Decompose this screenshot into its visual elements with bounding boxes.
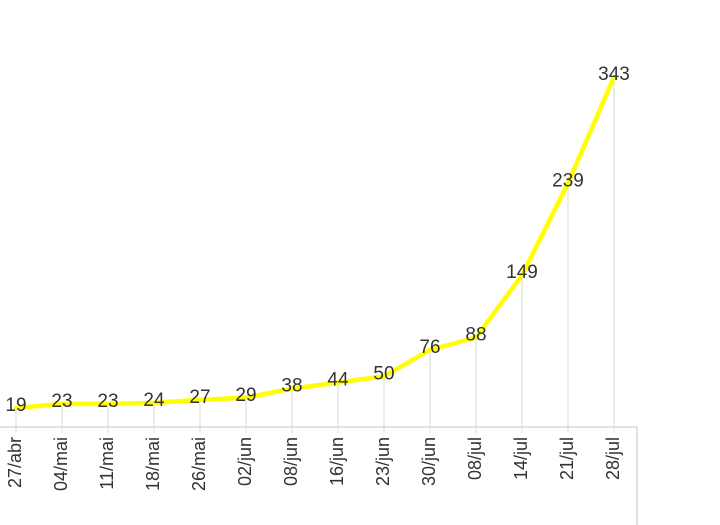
x-tick-label: 27/abr (5, 437, 25, 488)
data-label: 88 (465, 325, 486, 346)
data-label: 343 (598, 64, 630, 85)
data-label: 76 (419, 337, 440, 358)
x-tick-label: 30/jun (419, 437, 439, 486)
data-label: 239 (552, 170, 584, 191)
data-label: 24 (143, 390, 165, 411)
x-tick-label: 26/mai (189, 437, 209, 491)
x-tick-label: 08/jun (281, 437, 301, 486)
x-axis-ticks (15, 427, 615, 433)
data-label: 23 (97, 391, 118, 412)
data-label: 29 (235, 385, 256, 406)
x-tick-label: 18/mai (143, 437, 163, 491)
data-label: 50 (373, 363, 394, 384)
drop-lines (15, 77, 615, 427)
data-label: 44 (327, 369, 349, 390)
x-tick-labels: 27/abr 04/mai 11/mai 18/mai 26/mai 02/jun 08/j… (5, 437, 623, 491)
data-label: 23 (51, 391, 72, 412)
data-label: 19 (5, 395, 26, 416)
x-tick-label: 28/jul (603, 437, 623, 480)
x-tick-label: 04/mai (51, 437, 71, 491)
x-tick-label: 08/jul (465, 437, 485, 480)
data-label: 149 (506, 262, 538, 283)
series-line (13, 74, 617, 411)
x-tick-label: 02/jun (235, 437, 255, 486)
x-tick-label: 14/jul (511, 437, 531, 480)
data-labels: 19 23 23 24 27 29 38 44 50 76 88 149 239 343 (5, 64, 629, 416)
x-tick-label: 11/mai (97, 437, 117, 490)
data-label: 27 (189, 387, 210, 408)
x-tick-label: 16/jun (327, 437, 347, 486)
data-label: 38 (281, 376, 302, 397)
x-tick-label: 21/jul (557, 437, 577, 480)
x-tick-label: 23/jun (373, 437, 393, 486)
